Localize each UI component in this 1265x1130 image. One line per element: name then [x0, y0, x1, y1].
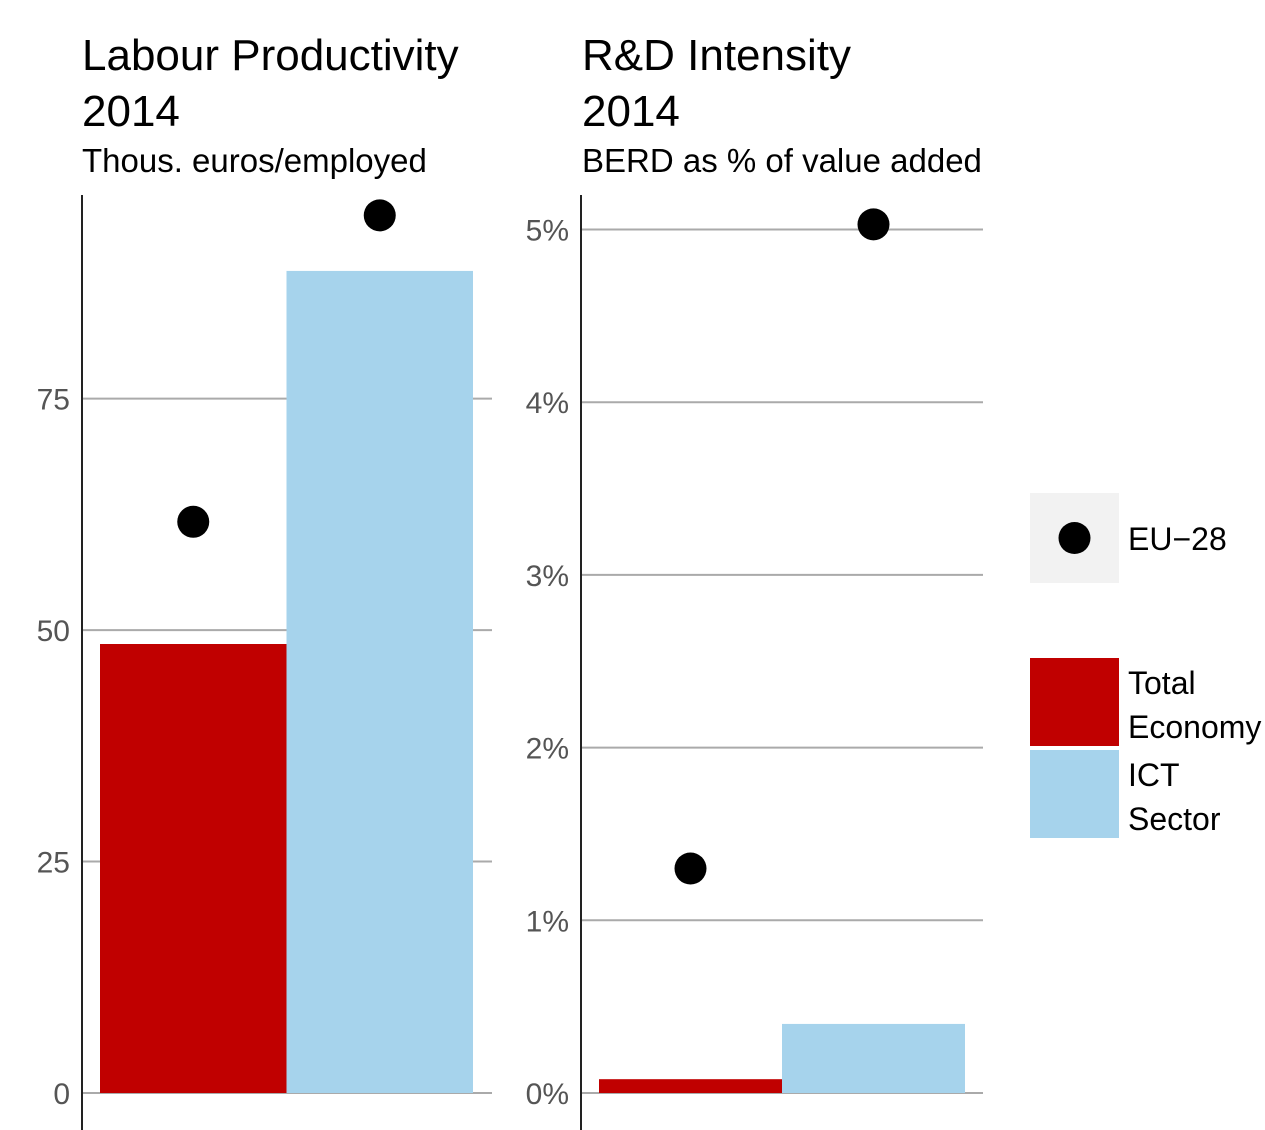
panel-subtitle: BERD as % of value added [582, 142, 982, 179]
rd-intensity-panel: R&D Intensity 2014 BERD as % of value ad… [526, 31, 983, 1130]
y-tick-label: 1% [526, 905, 569, 938]
y-tick-label: 0% [526, 1078, 569, 1111]
y-tick-label: 0 [53, 1078, 70, 1111]
panel-title-line-1: Labour Productivity [82, 31, 459, 80]
legend-label-total-economy-line-1: Total [1128, 665, 1196, 701]
y-tick-label: 4% [526, 387, 569, 420]
legend-label-total-economy-line-2: Economy [1128, 709, 1261, 745]
legend-label-ict-sector-line-2: Sector [1128, 801, 1221, 837]
y-tick-label: 5% [526, 215, 569, 248]
bar-total-economy [100, 644, 287, 1093]
legend-point-key [1058, 522, 1091, 554]
legend-key-ict-sector [1030, 750, 1119, 838]
y-tick-label: 3% [526, 560, 569, 593]
bar-ict-sector [782, 1023, 965, 1093]
eu28-point [674, 852, 707, 885]
y-tick-label: 2% [526, 733, 569, 766]
eu28-point [177, 505, 210, 538]
legend: EU−28 Total Economy ICT Sector [1030, 493, 1261, 838]
eu28-point [857, 208, 890, 241]
panel-title-line-1: R&D Intensity [582, 31, 851, 80]
bar-ict-sector [286, 270, 473, 1093]
panel-title-line-2: 2014 [582, 87, 680, 136]
legend-key-total-economy [1030, 658, 1119, 746]
panel-subtitle: Thous. euros/employed [82, 142, 427, 179]
bar-total-economy [599, 1079, 782, 1093]
legend-label-eu28: EU−28 [1128, 521, 1227, 557]
y-tick-label: 25 [37, 847, 70, 880]
panel-title-line-2: 2014 [82, 87, 180, 136]
y-tick-label: 50 [37, 615, 70, 648]
eu28-point [363, 199, 396, 232]
legend-label-ict-sector-line-1: ICT [1128, 757, 1180, 793]
y-tick-label: 75 [37, 384, 70, 417]
labour-productivity-panel: Labour Productivity 2014 Thous. euros/em… [37, 31, 492, 1130]
